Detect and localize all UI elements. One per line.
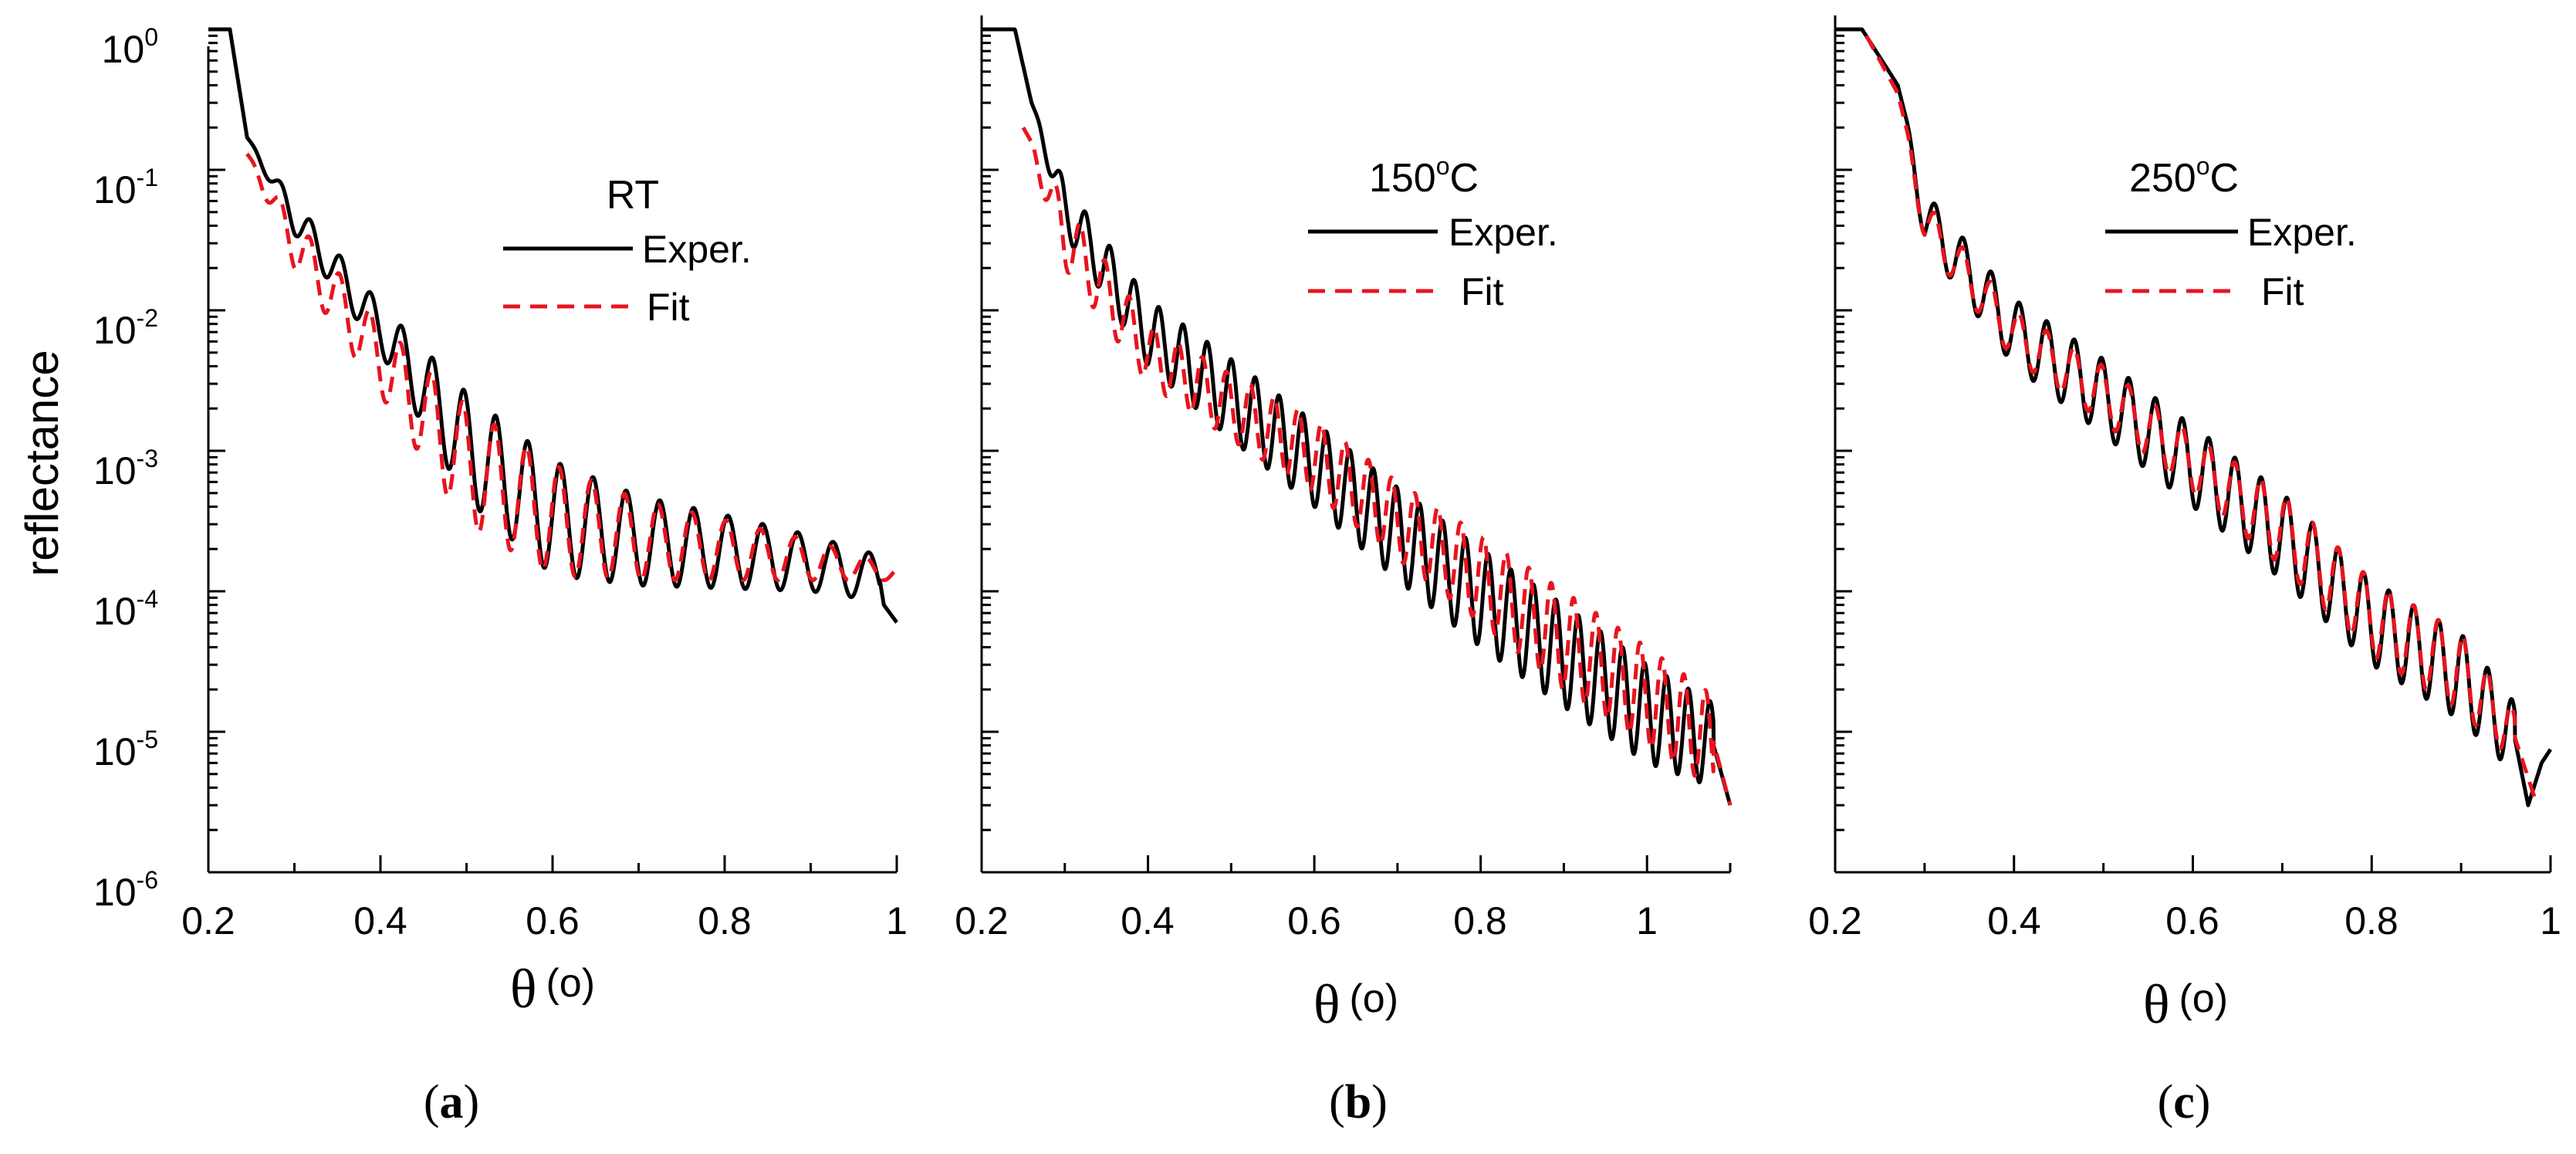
panel-c-legend-title: 250oC (2129, 152, 2239, 201)
panel-b-x-tick-label-3: 0.8 (1453, 899, 1507, 942)
panel-b-y-ticks (982, 28, 999, 874)
panel-a-x-ticks (207, 855, 898, 872)
y-tick-labels: 100 10-1 10-2 10-3 10-4 10-5 10-6 (93, 23, 158, 914)
panel-c-series-exper-line (1833, 27, 2553, 807)
panel-c-x-tick-label-3: 0.8 (2344, 899, 2399, 942)
y-tick-label-2: 10-2 (93, 304, 158, 352)
panel-a-caption: (a) (424, 1076, 479, 1129)
panel-c-x-ticks (1834, 855, 2552, 872)
panel-c-legend-label-exper: Exper. (2247, 211, 2357, 254)
panel-c-y-ticks (1835, 28, 1852, 874)
panel-c-caption: (c) (2158, 1076, 2211, 1129)
panel-b-x-tick-label-0: 0.2 (955, 899, 1009, 942)
panel-a-series-fit-line (245, 152, 899, 583)
panel-a-legend-label-exper: Exper. (642, 228, 752, 271)
panel-c: 0.2 0.4 0.6 0.8 1 θ (o) 250oC Exper. Fit … (1808, 15, 2561, 1129)
panel-b-legend-title: 150oC (1369, 152, 1479, 201)
panel-a-x-tick-label-4: 1 (886, 899, 908, 942)
panel-c-x-tick-label-0: 0.2 (1808, 899, 1862, 942)
panel-b-x-tick-label-2: 0.6 (1287, 899, 1341, 942)
panel-b-series-exper-line (979, 27, 1733, 807)
panel-a-x-tick-label-0: 0.2 (181, 899, 235, 942)
y-tick-label-3: 10-3 (93, 445, 158, 492)
y-tick-label-0: 100 (102, 23, 158, 71)
panel-c-x-axis-label: θ (o) (2143, 973, 2228, 1035)
panel-b-series-layer (979, 27, 1733, 807)
y-tick-label-1: 10-1 (93, 164, 158, 212)
panel-b-x-ticks (980, 855, 1732, 872)
panel-a-x-tick-label-3: 0.8 (698, 899, 752, 942)
panel-b-legend-label-fit: Fit (1461, 270, 1504, 313)
panel-a-x-axis-label: θ (o) (510, 958, 595, 1020)
panel-b-series-fit-line (1021, 126, 1733, 807)
panel-a-series-layer (206, 27, 899, 624)
panel-b-x-tick-label-1: 0.4 (1121, 899, 1175, 942)
panel-c-series-layer (1833, 27, 2553, 807)
panel-b-x-tick-label-4: 1 (1636, 899, 1658, 942)
panel-c-x-tick-label-1: 0.4 (1987, 899, 2041, 942)
panel-b-caption: (b) (1329, 1076, 1388, 1129)
panel-a-legend-label-fit: Fit (647, 286, 690, 329)
panel-a-y-ticks (208, 28, 225, 874)
y-tick-label-4: 10-4 (93, 585, 158, 633)
panel-a: 100 10-1 10-2 10-3 10-4 10-5 10-6 0.2 0.… (93, 23, 908, 1129)
panel-a-legend-title: RT (607, 173, 659, 218)
y-axis-label: reflectance (16, 350, 68, 577)
y-tick-label-5: 10-5 (93, 726, 158, 773)
panel-c-x-tick-label-2: 0.6 (2165, 899, 2219, 942)
panel-c-x-tick-label-4: 1 (2540, 899, 2561, 942)
panel-c-legend-label-fit: Fit (2261, 270, 2304, 313)
panel-b: 0.2 0.4 0.6 0.8 1 θ (o) 150oC Exper. Fit … (955, 15, 1733, 1129)
y-tick-label-6: 10-6 (93, 866, 158, 914)
panel-b-x-axis-label: θ (o) (1313, 973, 1398, 1035)
panel-a-x-tick-label-2: 0.6 (526, 899, 580, 942)
panel-c-series-fit-line (1864, 34, 2540, 807)
panel-a-series-exper-line (206, 27, 899, 624)
panel-b-legend-label-exper: Exper. (1449, 211, 1558, 254)
panel-a-x-tick-label-1: 0.4 (353, 899, 407, 942)
